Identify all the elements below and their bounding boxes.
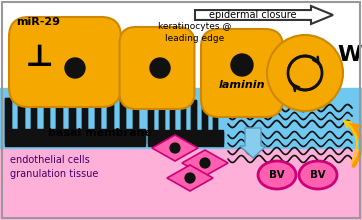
Polygon shape bbox=[152, 135, 198, 161]
Bar bbox=[181, 100, 185, 132]
Bar bbox=[148, 100, 153, 132]
Polygon shape bbox=[167, 165, 213, 191]
Bar bbox=[133, 98, 138, 132]
Bar bbox=[133, 98, 138, 130]
Bar bbox=[191, 100, 196, 130]
Bar bbox=[0, 98, 362, 148]
FancyArrow shape bbox=[195, 6, 333, 24]
Text: miR-29: miR-29 bbox=[16, 17, 60, 27]
Bar bbox=[18, 98, 24, 132]
Bar bbox=[148, 100, 153, 130]
Text: endothelial cells
granulation tissue: endothelial cells granulation tissue bbox=[10, 155, 98, 179]
Bar bbox=[69, 98, 75, 132]
Circle shape bbox=[170, 143, 180, 153]
Bar bbox=[159, 100, 164, 130]
Ellipse shape bbox=[258, 161, 296, 189]
Text: epidermal closure: epidermal closure bbox=[209, 10, 297, 20]
Bar bbox=[44, 98, 49, 132]
Bar bbox=[69, 98, 75, 130]
Text: basal membrane: basal membrane bbox=[48, 128, 152, 138]
Bar bbox=[5, 130, 145, 143]
Text: keratinocytes @
leading edge: keratinocytes @ leading edge bbox=[158, 22, 232, 43]
Bar bbox=[159, 100, 164, 132]
Bar bbox=[148, 132, 223, 146]
Bar bbox=[94, 98, 100, 132]
Circle shape bbox=[185, 173, 195, 183]
Circle shape bbox=[231, 54, 253, 76]
Bar bbox=[181, 100, 185, 130]
Bar bbox=[0, 118, 362, 220]
Bar bbox=[82, 98, 87, 130]
Bar bbox=[0, 113, 362, 143]
Text: BV: BV bbox=[310, 170, 326, 180]
Bar bbox=[120, 98, 125, 132]
Circle shape bbox=[150, 58, 170, 78]
Bar bbox=[5, 132, 145, 146]
Bar bbox=[148, 130, 223, 143]
Circle shape bbox=[65, 58, 85, 78]
Bar bbox=[213, 100, 217, 132]
FancyBboxPatch shape bbox=[201, 29, 283, 117]
Bar bbox=[5, 98, 11, 130]
Circle shape bbox=[200, 158, 210, 168]
Bar bbox=[170, 100, 174, 132]
Text: W: W bbox=[338, 45, 362, 65]
Text: ⊥: ⊥ bbox=[25, 42, 54, 73]
Bar bbox=[213, 100, 217, 130]
Ellipse shape bbox=[299, 161, 337, 189]
Bar bbox=[94, 98, 100, 130]
Bar bbox=[0, 88, 362, 143]
Bar bbox=[56, 98, 62, 130]
Bar bbox=[82, 98, 87, 132]
Bar bbox=[0, 120, 362, 145]
Bar bbox=[44, 98, 49, 130]
Bar bbox=[170, 100, 174, 130]
Bar bbox=[120, 98, 125, 130]
Bar bbox=[202, 100, 207, 132]
Text: laminin: laminin bbox=[219, 80, 265, 90]
Bar bbox=[107, 98, 113, 130]
Bar bbox=[202, 100, 207, 130]
Bar bbox=[191, 100, 196, 132]
Bar bbox=[56, 98, 62, 132]
Bar bbox=[18, 98, 24, 130]
Text: BV: BV bbox=[269, 170, 285, 180]
Bar bbox=[107, 98, 113, 132]
Bar bbox=[5, 98, 11, 132]
FancyBboxPatch shape bbox=[119, 27, 194, 109]
Bar bbox=[31, 98, 36, 132]
Polygon shape bbox=[182, 150, 228, 176]
FancyBboxPatch shape bbox=[9, 17, 121, 107]
FancyArrow shape bbox=[240, 128, 266, 158]
Circle shape bbox=[267, 35, 343, 111]
Bar bbox=[31, 98, 36, 130]
